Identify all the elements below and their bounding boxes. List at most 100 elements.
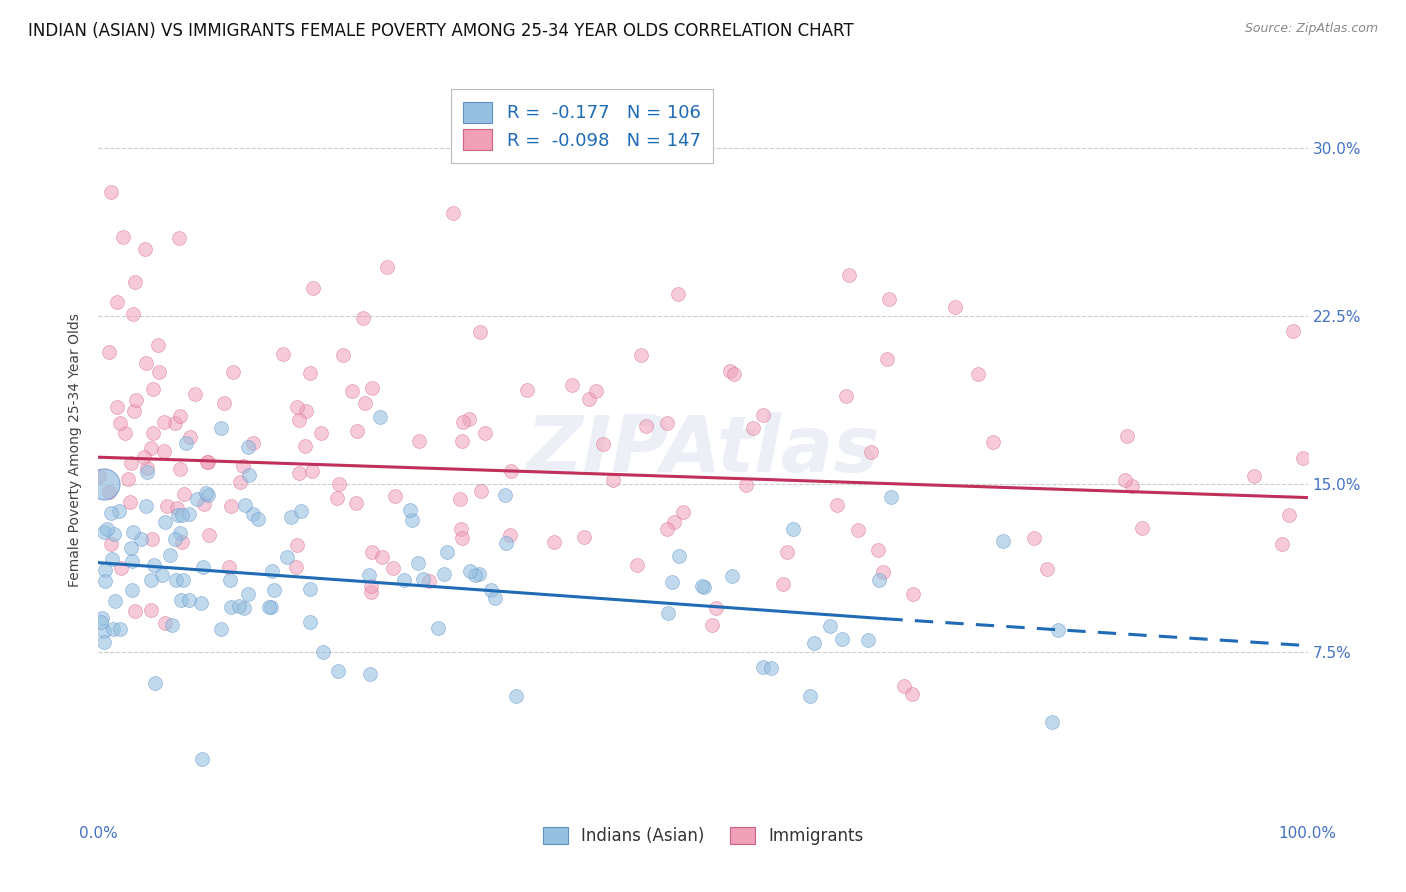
Point <box>893 679 915 693</box>
Point <box>772 577 794 591</box>
Point <box>299 582 322 596</box>
Point <box>142 382 165 396</box>
Point <box>451 434 474 448</box>
Point <box>219 500 242 514</box>
Text: ZIPAtlas: ZIPAtlas <box>526 412 880 489</box>
Point <box>666 286 689 301</box>
Point <box>238 467 260 482</box>
Point <box>353 396 375 410</box>
Point <box>165 573 187 587</box>
Point <box>360 545 382 559</box>
Point <box>298 615 321 629</box>
Point <box>148 365 170 379</box>
Point <box>191 559 214 574</box>
Point <box>868 573 890 587</box>
Point <box>759 661 782 675</box>
Point <box>136 465 159 479</box>
Point <box>114 425 136 440</box>
Point <box>803 635 825 649</box>
Point <box>259 600 281 615</box>
Point <box>141 532 163 546</box>
Point <box>340 384 363 398</box>
Point <box>135 499 157 513</box>
Point <box>125 393 148 408</box>
Point <box>100 506 122 520</box>
Point <box>661 574 683 589</box>
Point <box>458 411 481 425</box>
Point <box>271 347 294 361</box>
Point <box>110 417 132 431</box>
Point <box>494 488 516 502</box>
Point <box>176 436 198 450</box>
Text: INDIAN (ASIAN) VS IMMIGRANTS FEMALE POVERTY AMONG 25-34 YEAR OLDS CORRELATION CH: INDIAN (ASIAN) VS IMMIGRANTS FEMALE POVE… <box>28 22 853 40</box>
Point <box>163 416 186 430</box>
Point <box>1114 473 1136 487</box>
Point <box>505 689 527 703</box>
Point <box>325 491 347 505</box>
Point <box>209 421 232 435</box>
Point <box>93 477 115 491</box>
Point <box>145 676 167 690</box>
Point <box>103 622 125 636</box>
Point <box>295 404 318 418</box>
Point <box>346 424 368 438</box>
Point <box>195 455 218 469</box>
Point <box>242 507 264 521</box>
Point <box>259 600 281 615</box>
Point <box>1277 508 1299 522</box>
Point <box>132 450 155 464</box>
Point <box>332 348 354 362</box>
Point <box>98 485 121 500</box>
Point <box>468 567 491 582</box>
Point <box>172 574 194 588</box>
Point <box>105 294 128 309</box>
Point <box>578 392 600 406</box>
Point <box>1116 429 1139 443</box>
Point <box>668 549 690 564</box>
Point <box>155 616 177 631</box>
Point <box>799 689 821 703</box>
Point <box>1121 479 1143 493</box>
Point <box>1291 451 1313 466</box>
Point <box>219 573 242 587</box>
Point <box>418 574 440 588</box>
Point <box>495 536 517 550</box>
Point <box>242 436 264 450</box>
Point <box>1130 521 1153 535</box>
Point <box>124 275 146 289</box>
Point <box>122 404 145 418</box>
Y-axis label: Female Poverty Among 25-34 Year Olds: Female Poverty Among 25-34 Year Olds <box>69 313 83 588</box>
Point <box>702 618 724 632</box>
Point <box>880 490 903 504</box>
Point <box>450 522 472 536</box>
Point <box>298 366 321 380</box>
Point <box>408 434 430 448</box>
Point <box>966 368 988 382</box>
Point <box>752 659 775 673</box>
Point <box>172 534 194 549</box>
Point <box>516 383 538 397</box>
Point <box>170 593 193 607</box>
Point <box>399 503 422 517</box>
Point <box>782 522 804 536</box>
Point <box>751 408 773 422</box>
Point <box>1040 714 1063 729</box>
Point <box>284 560 307 574</box>
Point <box>236 587 259 601</box>
Point <box>856 632 879 647</box>
Point <box>1271 537 1294 551</box>
Point <box>692 579 714 593</box>
Point <box>1243 469 1265 483</box>
Point <box>451 415 474 429</box>
Point <box>285 400 308 414</box>
Point <box>662 515 685 529</box>
Point <box>121 554 143 568</box>
Point <box>153 443 176 458</box>
Point <box>401 513 423 527</box>
Point <box>835 389 858 403</box>
Point <box>474 426 496 441</box>
Point <box>117 472 139 486</box>
Point <box>104 594 127 608</box>
Point <box>139 603 162 617</box>
Point <box>263 583 285 598</box>
